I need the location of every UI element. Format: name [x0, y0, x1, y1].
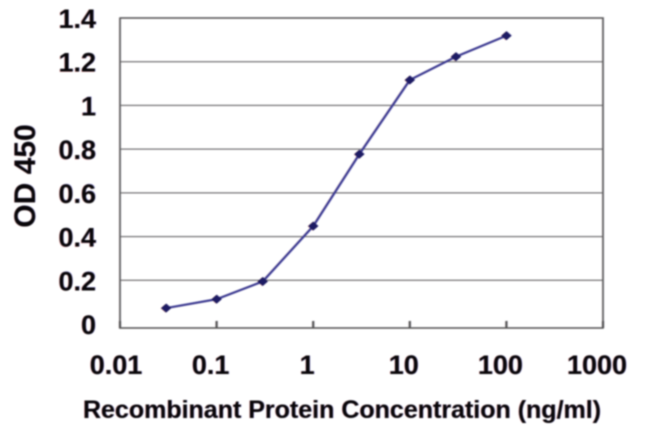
svg-text:0.6: 0.6: [58, 179, 96, 209]
svg-text:1000: 1000: [567, 350, 627, 380]
svg-text:0.8: 0.8: [58, 135, 96, 165]
svg-text:0.1: 0.1: [192, 350, 230, 380]
svg-text:0.01: 0.01: [90, 350, 143, 380]
svg-text:1: 1: [300, 350, 315, 380]
svg-text:Recombinant Protein Concentrat: Recombinant Protein Concentration (ng/ml…: [83, 396, 601, 424]
svg-text:1.4: 1.4: [58, 4, 96, 34]
svg-text:1.2: 1.2: [58, 48, 96, 78]
svg-text:0: 0: [81, 310, 96, 340]
svg-text:0.2: 0.2: [58, 266, 96, 296]
svg-text:100: 100: [478, 350, 523, 380]
svg-text:OD 450: OD 450: [9, 124, 42, 227]
svg-text:0.4: 0.4: [58, 223, 96, 253]
svg-text:1: 1: [81, 91, 96, 121]
svg-text:10: 10: [389, 350, 419, 380]
